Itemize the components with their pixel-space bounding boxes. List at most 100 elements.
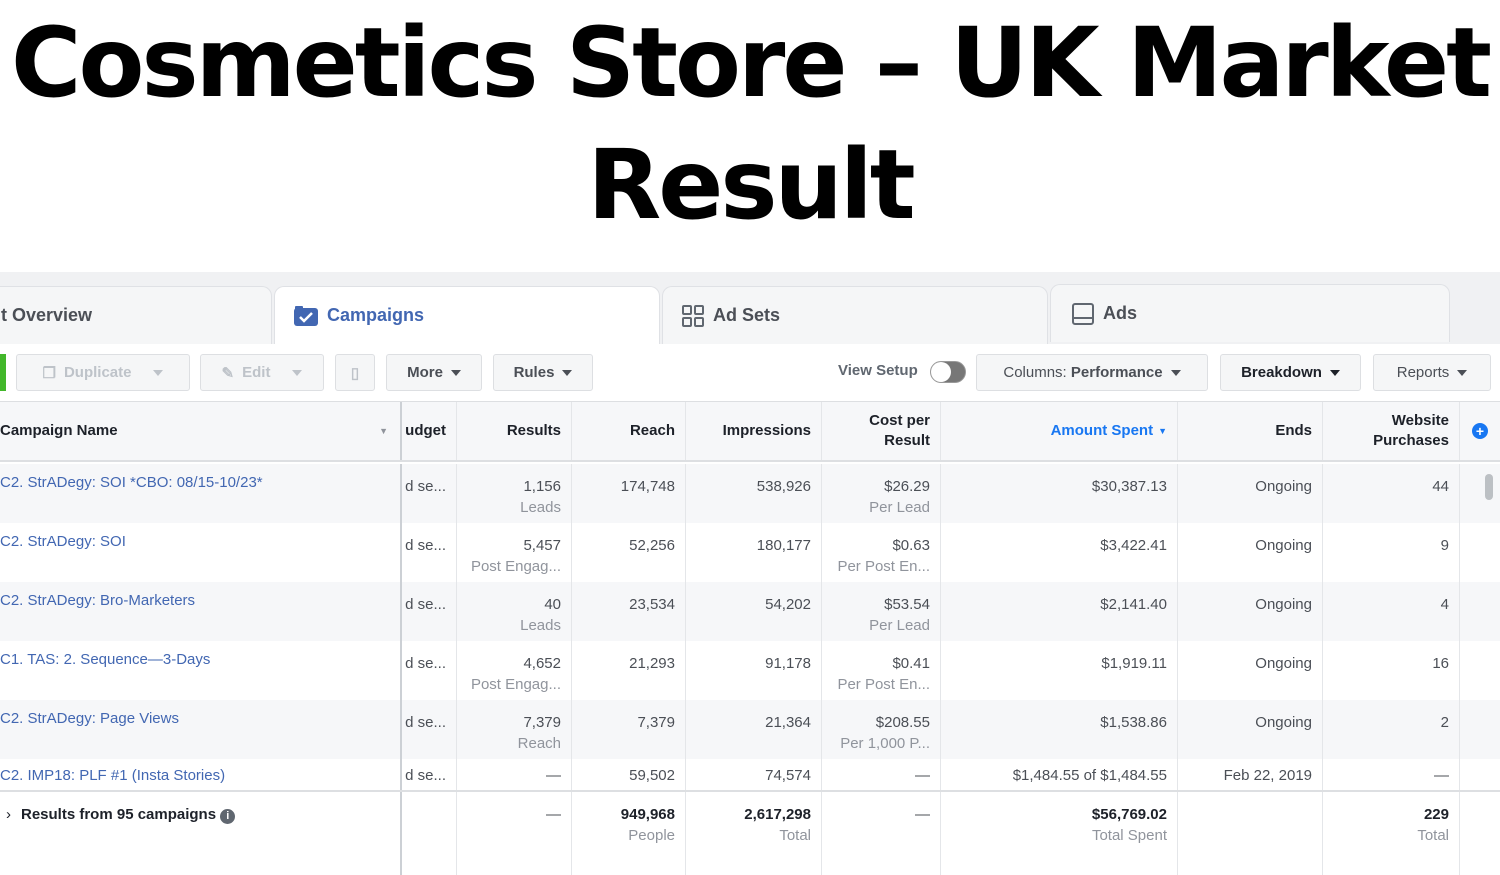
more-button[interactable]: More [386, 354, 482, 391]
impressions-cell: 91,178 [686, 641, 822, 700]
ads-manager: t Overview Campaigns Ad Sets Ads ❐ Duplic… [0, 272, 1500, 875]
pencil-icon: ✎ [221, 364, 235, 382]
col-budget[interactable]: udget [402, 402, 457, 460]
cost-cell: $0.41 Per Post En... [822, 641, 941, 700]
results-cell: — [457, 759, 572, 791]
purchases-cell: 16 [1323, 641, 1460, 700]
impressions-cell: 538,926 [686, 464, 822, 523]
results-cell: 7,379 Reach [457, 700, 572, 759]
col-website-purchases[interactable]: Website Purchases [1323, 402, 1460, 460]
amount-spent-cell: $3,422.41 [941, 523, 1178, 582]
summary-row: › Results from 95 campaigns i — 949,968 Pe… [0, 790, 1500, 875]
campaign-name-link[interactable]: C1. TAS: 2. Sequence—3-Days [0, 641, 402, 700]
amount-spent-cell: $1,484.55 of $1,484.55 [941, 759, 1178, 791]
tab-overview[interactable]: t Overview [0, 286, 272, 344]
plus-circle-icon: + [1472, 423, 1488, 439]
chevron-down-icon [1170, 369, 1181, 376]
budget-cell: d se... [402, 464, 457, 523]
breakdown-button[interactable]: Breakdown [1220, 354, 1361, 391]
purchases-cell: 44 [1323, 464, 1460, 523]
results-cell: 1,156 Leads [457, 464, 572, 523]
col-reach[interactable]: Reach [572, 402, 686, 460]
table-row[interactable]: C2. StrADegy: SOI d se... 5,457 Post Engag.… [0, 523, 1500, 582]
campaign-name-link[interactable]: C2. IMP18: PLF #1 (Insta Stories) [0, 759, 402, 791]
ends-cell: Ongoing [1178, 641, 1323, 700]
add-column-button[interactable]: + [1460, 402, 1500, 460]
table-row[interactable]: C2. IMP18: PLF #1 (Insta Stories) d se...… [0, 759, 1500, 791]
campaign-name-link[interactable]: C2. StrADegy: SOI [0, 523, 402, 582]
impressions-cell: 21,364 [686, 700, 822, 759]
summary-impressions: 2,617,298 Total [686, 792, 822, 875]
ends-cell: Ongoing [1178, 700, 1323, 759]
campaign-name-link[interactable]: C2. StrADegy: Page Views [0, 700, 402, 759]
edit-button[interactable]: ✎ Edit [200, 354, 324, 391]
chevron-down-icon [450, 369, 461, 376]
info-icon: i [220, 809, 236, 824]
tab-ads[interactable]: Ads [1050, 284, 1450, 342]
col-campaign-name[interactable]: Campaign Name ▼ [0, 402, 402, 460]
budget-cell: d se... [402, 582, 457, 641]
view-setup-toggle[interactable] [930, 361, 966, 383]
tab-campaigns[interactable]: Campaigns [274, 286, 660, 344]
purchases-cell: 2 [1323, 700, 1460, 759]
reach-cell: 174,748 [572, 464, 686, 523]
cost-cell: $26.29 Per Lead [822, 464, 941, 523]
purchases-cell: 9 [1323, 523, 1460, 582]
delete-button[interactable]: ▯ [335, 354, 375, 391]
reach-cell: 7,379 [572, 700, 686, 759]
duplicate-button[interactable]: ❐ Duplicate [16, 354, 190, 391]
ends-cell: Feb 22, 2019 [1178, 759, 1323, 791]
col-ends[interactable]: Ends [1178, 402, 1323, 460]
ends-cell: Ongoing [1178, 523, 1323, 582]
table-header: Campaign Name ▼ udget Results Reach Impre… [0, 402, 1500, 462]
chevron-down-icon [562, 369, 573, 376]
summary-reach: 949,968 People [572, 792, 686, 875]
budget-cell: d se... [402, 641, 457, 700]
table-row[interactable]: C2. StrADegy: Page Views d se... 7,379 Reac… [0, 700, 1500, 759]
rules-button[interactable]: Rules [493, 354, 593, 391]
table-row[interactable]: C1. TAS: 2. Sequence—3-Days d se... 4,652 P… [0, 641, 1500, 700]
tab-ad-sets[interactable]: Ad Sets [662, 286, 1048, 344]
chevron-down-icon [292, 369, 303, 376]
amount-spent-cell: $1,538.86 [941, 700, 1178, 759]
create-button[interactable] [0, 354, 6, 391]
amount-spent-cell: $30,387.13 [941, 464, 1178, 523]
columns-dropdown[interactable]: Columns: Performance [976, 354, 1208, 391]
duplicate-icon: ❐ [42, 364, 56, 382]
col-amount-spent[interactable]: Amount Spent ▼ [941, 402, 1178, 460]
page-title: Cosmetics Store – UK Market Result [11, 7, 1492, 241]
col-cost-per-result[interactable]: Cost per Result [822, 402, 941, 460]
reach-cell: 59,502 [572, 759, 686, 791]
summary-amount: $56,769.02 Total Spent [941, 792, 1178, 875]
table-row[interactable]: C2. StrADegy: SOI *CBO: 08/15-10/23* d se… [0, 464, 1500, 523]
sort-desc-icon: ▼ [1158, 426, 1167, 436]
ends-cell: Ongoing [1178, 582, 1323, 641]
trash-icon: ▯ [350, 364, 360, 382]
campaign-name-link[interactable]: C2. StrADegy: Bro-Marketers [0, 582, 402, 641]
cost-cell: $0.63 Per Post En... [822, 523, 941, 582]
campaigns-table: Campaign Name ▼ udget Results Reach Impre… [0, 402, 1500, 875]
results-cell: 40 Leads [457, 582, 572, 641]
col-impressions[interactable]: Impressions [686, 402, 822, 460]
summary-results: — [457, 792, 572, 875]
budget-cell: d se... [402, 759, 457, 791]
reports-button[interactable]: Reports [1373, 354, 1491, 391]
summary-cost: — [822, 792, 941, 875]
cost-cell: — [822, 759, 941, 791]
campaign-name-link[interactable]: C2. StrADegy: SOI *CBO: 08/15-10/23* [0, 464, 402, 523]
chevron-down-icon [1457, 369, 1468, 376]
reach-cell: 21,293 [572, 641, 686, 700]
scrollbar[interactable] [1485, 474, 1493, 500]
table-row[interactable]: C2. StrADegy: Bro-Marketers d se... 40 Lead… [0, 582, 1500, 641]
budget-cell: d se... [402, 700, 457, 759]
col-results[interactable]: Results [457, 402, 572, 460]
chevron-right-icon: › [6, 806, 11, 823]
summary-label[interactable]: › Results from 95 campaigns i [0, 792, 402, 875]
chevron-down-icon [153, 369, 164, 376]
impressions-cell: 74,574 [686, 759, 822, 791]
ad-icon [1072, 302, 1094, 325]
view-setup-label: View Setup [838, 362, 918, 379]
reach-cell: 52,256 [572, 523, 686, 582]
summary-purchases: 229 Total [1323, 792, 1460, 875]
budget-cell: d se... [402, 523, 457, 582]
